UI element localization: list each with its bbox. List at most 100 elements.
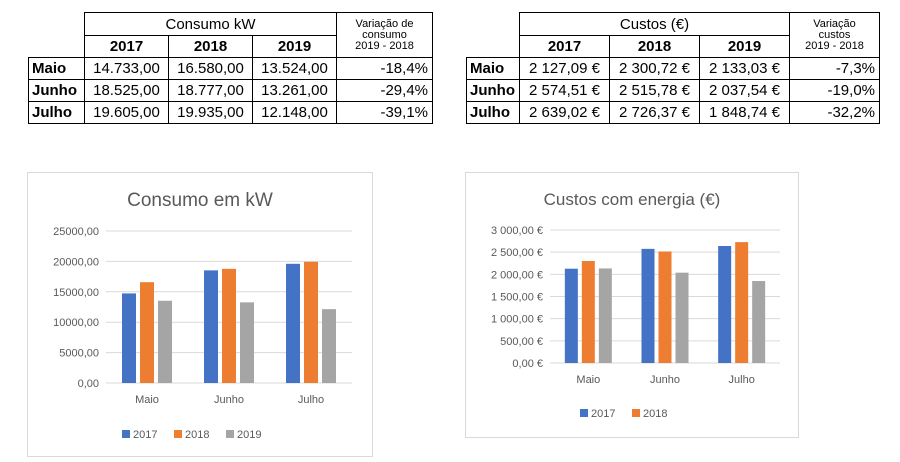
table-cell: 2 574,51 € <box>519 79 610 102</box>
custos-variation-header: Variação custos 2019 - 2018 <box>789 12 880 58</box>
table-row: Junho 2 574,51 € 2 515,78 € 2 037,54 € -… <box>466 79 880 102</box>
legend-swatch <box>122 430 130 438</box>
y-tick-label: 25000,00 <box>53 226 99 238</box>
table-cell: 2 133,03 € <box>699 57 790 80</box>
variation-header-line: 2019 - 2018 <box>355 39 414 52</box>
year-header: 2019 <box>699 35 790 58</box>
bar <box>322 309 336 383</box>
y-tick-label: 500,00 € <box>500 336 543 348</box>
variation-header-line: consumo <box>362 28 407 41</box>
x-tick-label: Junho <box>650 374 680 386</box>
chart-title: Custos com energia (€) <box>544 190 721 209</box>
bar <box>752 281 766 363</box>
bar <box>204 270 218 383</box>
variation-cell: -32,2% <box>789 101 880 124</box>
legend-label: 2018 <box>185 429 209 441</box>
year-header: 2017 <box>84 35 169 58</box>
table-cell: 1 848,74 € <box>699 101 790 124</box>
x-tick-label: Maio <box>576 374 600 386</box>
y-tick-label: 2 000,00 € <box>491 269 543 281</box>
table-corner <box>29 36 85 58</box>
variation-cell: -29,4% <box>336 79 433 102</box>
table-cell: 2 037,54 € <box>699 79 790 102</box>
bar <box>286 263 300 383</box>
variation-cell: -7,3% <box>789 57 880 80</box>
y-tick-label: 2 500,00 € <box>491 247 543 259</box>
row-label: Maio <box>466 57 520 80</box>
bar <box>304 261 318 383</box>
bar <box>564 268 578 363</box>
bar <box>675 272 689 363</box>
row-label: Junho <box>466 79 520 102</box>
x-tick-label: Julho <box>729 374 755 386</box>
y-tick-label: 1 500,00 € <box>491 292 543 304</box>
bar <box>735 242 749 363</box>
variation-cell: -19,0% <box>789 79 880 102</box>
table-corner <box>29 13 85 36</box>
bar <box>658 251 672 363</box>
year-header: 2019 <box>252 35 337 58</box>
chart-title: Consumo em kW <box>127 190 273 211</box>
legend-label: 2017 <box>133 429 157 441</box>
table-cell: 2 127,09 € <box>519 57 610 80</box>
table-cell: 16.580,00 <box>168 57 253 80</box>
table-corner <box>467 36 520 58</box>
legend-label: 2018 <box>643 408 667 420</box>
consumo-table: Consumo kW Variação de consumo 2019 - 20… <box>28 12 433 124</box>
table-cell: 14.733,00 <box>84 57 169 80</box>
bar <box>222 268 236 383</box>
table-cell: 18.777,00 <box>168 79 253 102</box>
bar <box>158 300 172 383</box>
y-tick-label: 10000,00 <box>53 317 99 329</box>
row-label: Maio <box>28 57 85 80</box>
table-row: Maio 14.733,00 16.580,00 13.524,00 -18,4… <box>28 57 433 80</box>
y-tick-label: 20000,00 <box>53 256 99 268</box>
variation-header-line: Variação de <box>355 17 414 30</box>
legend-swatch <box>226 430 234 438</box>
table-row: Julho 19.605,00 19.935,00 12.148,00 -39,… <box>28 101 433 124</box>
y-tick-label: 1 000,00 € <box>491 314 543 326</box>
table-cell: 19.935,00 <box>168 101 253 124</box>
bar <box>140 282 154 383</box>
table-cell: 18.525,00 <box>84 79 169 102</box>
consumo-chart: Consumo em kW 0,00 5000,00 10000,00 15000,00… <box>27 172 373 457</box>
legend-swatch <box>174 430 182 438</box>
table-cell: 2 726,37 € <box>609 101 700 124</box>
variation-cell: -18,4% <box>336 57 433 80</box>
custos-table: Custos (€) Variação custos 2019 - 2018 2… <box>466 12 880 124</box>
consumo-variation-header: Variação de consumo 2019 - 2018 <box>336 12 433 58</box>
table-corner <box>467 13 520 36</box>
variation-header-line: custos <box>818 28 851 41</box>
bar <box>581 261 595 363</box>
table-cell: 13.261,00 <box>252 79 337 102</box>
bar <box>122 293 136 383</box>
bar <box>598 268 612 363</box>
table-cell: 13.524,00 <box>252 57 337 80</box>
bar <box>718 246 732 363</box>
row-label: Junho <box>28 79 85 102</box>
consumo-group-header: Consumo kW <box>84 12 337 36</box>
legend-swatch <box>632 409 640 417</box>
variation-header-line: 2019 - 2018 <box>805 39 864 52</box>
legend-label: 2017 <box>591 408 615 420</box>
x-tick-label: Julho <box>298 394 324 406</box>
consumo-chart-svg: Consumo em kW 0,00 5000,00 10000,00 15000,00… <box>53 190 352 441</box>
table-row: Junho 18.525,00 18.777,00 13.261,00 -29,… <box>28 79 433 102</box>
table-cell: 2 515,78 € <box>609 79 700 102</box>
legend-label: 2019 <box>237 429 261 441</box>
y-tick-label: 5000,00 <box>59 348 99 360</box>
legend-swatch <box>580 409 588 417</box>
y-tick-label: 3 000,00 € <box>491 225 543 237</box>
x-tick-label: Junho <box>214 394 244 406</box>
custos-chart-svg: Custos com energia (€) 0,00 € 500,00 € 1 00… <box>491 190 780 420</box>
table-cell: 2 300,72 € <box>609 57 700 80</box>
y-tick-label: 0,00 € <box>512 358 543 370</box>
variation-header-line: Variação <box>813 17 856 30</box>
row-label: Julho <box>466 101 520 124</box>
year-header: 2018 <box>168 35 253 58</box>
y-tick-label: 15000,00 <box>53 287 99 299</box>
year-header: 2018 <box>609 35 700 58</box>
year-header: 2017 <box>519 35 610 58</box>
bar <box>240 302 254 383</box>
row-label: Julho <box>28 101 85 124</box>
